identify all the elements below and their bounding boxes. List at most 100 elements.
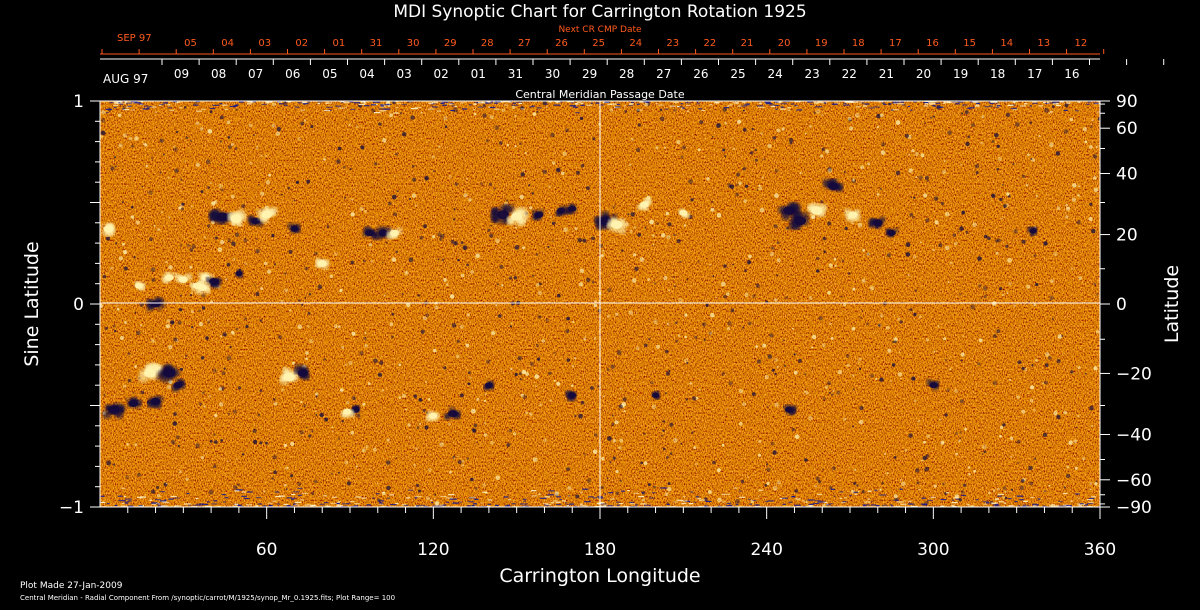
polar-stripe [267,502,273,504]
polar-stripe [933,105,936,107]
flux-speckle [1048,484,1051,487]
flux-speckle [418,489,421,493]
flux-speckle [716,123,721,128]
polar-stripe [307,101,311,103]
flux-speckle [484,393,487,396]
flux-speckle [259,441,263,445]
cmp-date-label: 17 [1027,67,1042,81]
polar-stripe [639,101,646,103]
polar-stripe [780,103,787,105]
flux-speckle [723,294,727,299]
flux-speckle [616,350,622,355]
flux-speckle [664,146,667,149]
flux-speckle [917,420,920,423]
flux-speckle [305,426,308,429]
polar-stripe [942,102,946,104]
polar-stripe [1052,103,1059,105]
active-region-positive [340,408,355,418]
polar-stripe [679,106,683,108]
polar-stripe [1031,101,1037,103]
flux-speckle [171,440,176,445]
flux-speckle [472,428,477,433]
polar-stripe [143,105,149,107]
polar-stripe [419,504,425,506]
flux-speckle [926,454,930,458]
flux-speckle [1027,153,1030,156]
flux-speckle [619,438,623,443]
polar-stripe [198,503,204,505]
flux-speckle [858,357,862,362]
plot-caption: Central Meridian - Radial Component From… [20,594,395,602]
flux-speckle [959,431,962,434]
polar-stripe [658,104,664,106]
polar-stripe [664,108,669,110]
polar-stripe [930,496,936,498]
flux-speckle [1056,206,1061,211]
flux-speckle [781,127,785,131]
flux-speckle [233,409,237,414]
flux-speckle [175,402,178,405]
flux-speckle [213,464,217,469]
flux-speckle [869,286,875,291]
flux-speckle [348,360,353,366]
polar-stripe [393,112,399,114]
flux-speckle [760,132,764,136]
y-right-tick-label: −20 [1116,364,1152,384]
active-region-negative [788,211,810,230]
flux-speckle [329,274,333,278]
polar-stripe [967,504,970,506]
flux-speckle [881,142,886,147]
polar-stripe [159,103,165,106]
polar-stripe [414,496,422,498]
flux-speckle [940,440,945,445]
flux-speckle [189,248,194,252]
polar-stripe [946,101,952,104]
flux-speckle [177,444,180,448]
flux-speckle [337,471,340,474]
flux-speckle [106,460,112,466]
flux-speckle [1001,293,1005,297]
flux-speckle [919,241,922,244]
polar-stripe [673,501,678,503]
flux-speckle [619,387,622,390]
polar-stripe [238,101,244,103]
y-right-tick-label: −40 [1116,425,1152,445]
flux-speckle [665,211,670,216]
flux-speckle [159,138,164,143]
flux-speckle [488,182,493,186]
flux-speckle [379,360,384,365]
polar-stripe [488,106,491,108]
flux-speckle [653,485,657,489]
polar-stripe [969,107,975,109]
top-date-label: 28 [481,38,494,49]
polar-stripe [124,502,129,504]
flux-speckle [113,463,116,466]
flux-speckle [693,446,697,450]
polar-stripe [878,101,884,103]
flux-speckle [315,395,318,398]
flux-speckle [513,432,517,436]
flux-speckle [651,404,657,410]
flux-speckle [551,221,556,225]
flux-speckle [642,498,645,502]
flux-speckle [295,180,299,184]
flux-speckle [905,252,911,257]
active-region-negative [147,395,164,409]
flux-speckle [1029,398,1034,403]
active-region-negative [102,402,126,419]
flux-speckle [1090,125,1093,129]
flux-speckle [566,316,570,321]
flux-speckle [308,338,314,344]
flux-speckle [636,147,641,153]
polar-stripe [410,108,418,110]
polar-stripe [842,501,847,503]
polar-stripe [106,503,110,505]
top-date-label: 19 [815,38,828,49]
flux-speckle [465,343,470,348]
flux-speckle [736,172,741,177]
flux-speckle [747,260,752,265]
flux-speckle [758,440,762,444]
flux-speckle [771,368,775,372]
flux-speckle [505,199,509,202]
flux-speckle [391,194,397,200]
